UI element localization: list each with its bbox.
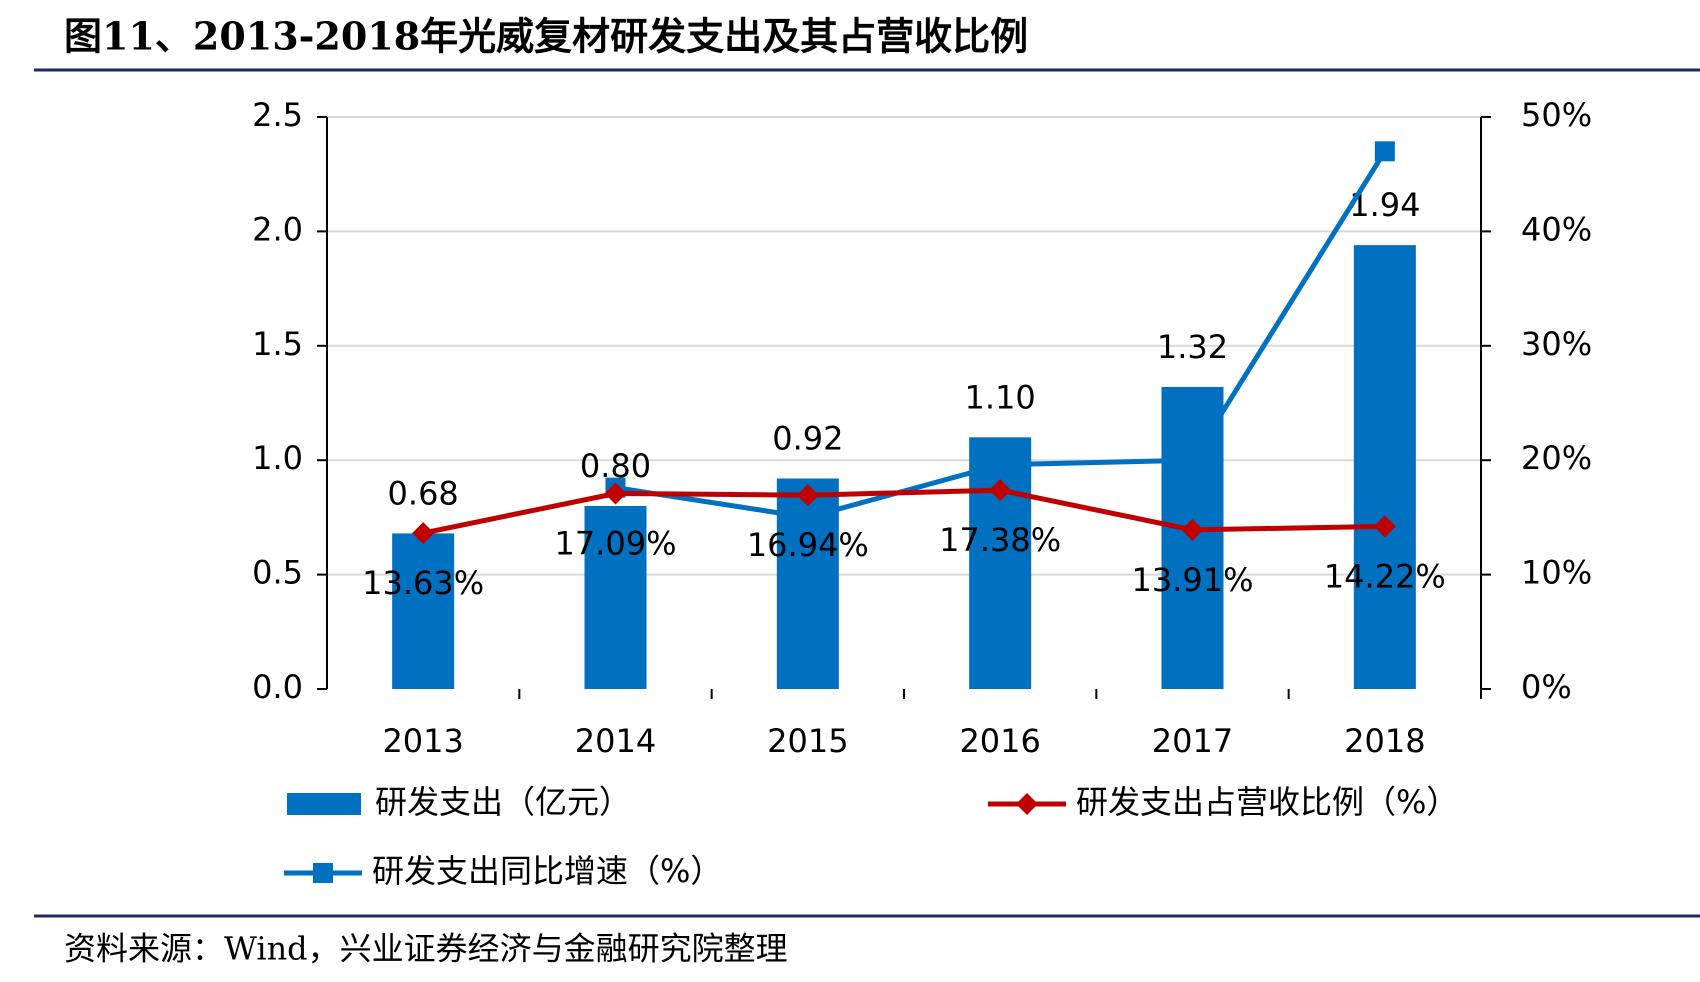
y-tick-label: 2.0 — [252, 210, 303, 248]
line-label: 17.09% — [554, 524, 676, 562]
line-marker — [1373, 515, 1396, 538]
y2-tick-label: 50% — [1521, 96, 1592, 134]
y-tick-label: 0.5 — [252, 554, 303, 592]
x-tick-label: 2014 — [575, 722, 656, 760]
line-marker — [1374, 141, 1395, 162]
line-label: 13.63% — [362, 564, 484, 602]
line-label: 16.94% — [747, 526, 869, 564]
y-tick-label: 2.5 — [252, 96, 303, 134]
y2-tick-label: 10% — [1521, 554, 1592, 592]
y2-tick-label: 40% — [1521, 210, 1592, 248]
bar-label: 0.92 — [772, 420, 843, 458]
x-tick-label: 2015 — [767, 722, 848, 760]
line-marker — [989, 479, 1012, 502]
bar-label: 1.10 — [965, 378, 1036, 416]
y2-tick-label: 0% — [1521, 668, 1572, 706]
line-label: 17.38% — [939, 521, 1061, 559]
x-tick-label: 2018 — [1344, 722, 1425, 760]
bar-label: 1.32 — [1157, 328, 1228, 366]
y2-tick-label: 20% — [1521, 439, 1592, 477]
line-marker — [796, 484, 819, 507]
x-tick-label: 2013 — [382, 722, 463, 760]
y-tick-label: 1.0 — [252, 439, 303, 477]
line-label: 13.91% — [1131, 561, 1253, 599]
y-tick-label: 0.0 — [252, 668, 303, 706]
bar — [392, 533, 455, 689]
legend-marker — [1016, 793, 1038, 815]
line-marker — [604, 482, 627, 505]
bar-label: 0.68 — [388, 474, 459, 512]
legend-label: 研发支出（亿元） — [375, 783, 631, 821]
y2-tick-label: 30% — [1521, 325, 1592, 363]
chart-title: 图11、2013-2018年光威复材研发支出及其占营收比例 — [64, 14, 1028, 59]
line-marker — [1181, 518, 1204, 541]
legend-label: 研发支出占营收比例（%） — [1076, 783, 1458, 821]
bar — [584, 505, 647, 689]
line-marker — [412, 522, 435, 545]
legend-marker — [313, 863, 333, 883]
legend-label: 研发支出同比增速（%） — [372, 852, 722, 890]
x-tick-label: 2016 — [959, 722, 1040, 760]
line-marker — [797, 507, 818, 528]
bar — [1353, 245, 1416, 690]
legend-swatch — [287, 793, 361, 815]
x-tick-label: 2017 — [1152, 722, 1233, 760]
line-marker — [1182, 450, 1203, 471]
bar — [969, 437, 1032, 689]
line-marker — [990, 454, 1011, 475]
line — [422, 487, 1385, 536]
line-label: 14.22% — [1324, 557, 1446, 595]
source: 资料来源：Wind，兴业证券经济与金融研究院整理 — [64, 930, 788, 968]
y-tick-label: 1.5 — [252, 325, 303, 363]
